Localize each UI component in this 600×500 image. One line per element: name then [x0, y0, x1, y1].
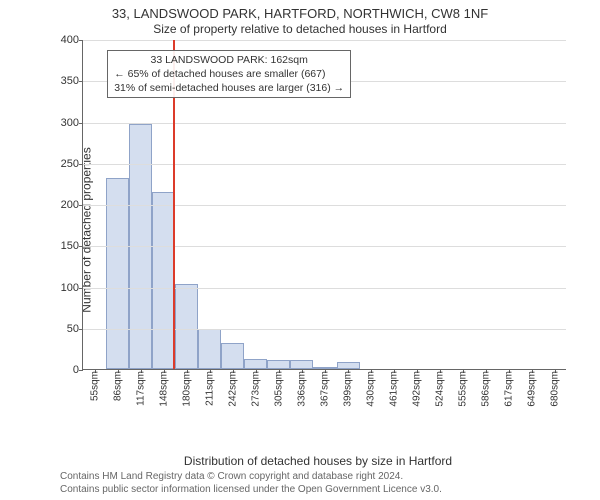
annotation-line: 31% of semi-detached houses are larger (…	[114, 81, 344, 95]
annotation-box: 33 LANDSWOOD PARK: 162sqm← 65% of detach…	[107, 50, 351, 99]
x-tick: 211sqm	[204, 369, 215, 406]
x-tick: 55sqm	[89, 369, 100, 401]
x-tick: 117sqm	[135, 369, 146, 406]
x-tick: 399sqm	[343, 369, 354, 407]
x-tick: 242sqm	[227, 369, 238, 407]
x-tick: 555sqm	[458, 369, 469, 407]
y-tick: 300	[61, 117, 83, 129]
y-tick: 100	[61, 282, 83, 294]
x-tick: 367sqm	[320, 369, 331, 407]
bar	[221, 343, 244, 369]
bar	[198, 329, 221, 369]
x-tick: 680sqm	[550, 369, 561, 407]
x-tick: 86sqm	[112, 369, 123, 401]
bar	[106, 178, 129, 369]
attribution-footer: Contains HM Land Registry data © Crown c…	[0, 471, 600, 496]
x-tick: 180sqm	[181, 369, 192, 407]
x-tick: 305sqm	[273, 369, 284, 407]
annotation-line: 33 LANDSWOOD PARK: 162sqm	[114, 53, 344, 67]
footer-line-2: Contains public sector information licen…	[60, 484, 600, 497]
bar	[337, 362, 360, 369]
x-tick: 617sqm	[504, 369, 515, 407]
bar	[152, 192, 175, 369]
y-tick: 150	[61, 240, 83, 252]
x-tick: 430sqm	[366, 369, 377, 407]
x-tick: 492sqm	[412, 369, 423, 407]
y-tick: 200	[61, 199, 83, 211]
x-tick: 586sqm	[481, 369, 492, 407]
page-subtitle: Size of property relative to detached ho…	[0, 22, 600, 36]
x-tick: 524sqm	[435, 369, 446, 407]
bar	[244, 359, 267, 369]
bar	[290, 360, 313, 369]
y-tick: 0	[73, 364, 83, 376]
page-title: 33, LANDSWOOD PARK, HARTFORD, NORTHWICH,…	[0, 6, 600, 21]
x-tick: 273sqm	[250, 369, 261, 407]
x-axis-label: Distribution of detached houses by size …	[58, 454, 578, 468]
bar	[267, 360, 290, 369]
annotation-line: ← 65% of detached houses are smaller (66…	[114, 67, 344, 81]
chart-header: 33, LANDSWOOD PARK, HARTFORD, NORTHWICH,…	[0, 0, 600, 36]
x-tick: 336sqm	[296, 369, 307, 407]
x-tick: 461sqm	[389, 369, 400, 407]
histogram-chart: Number of detached properties 0501001502…	[58, 40, 578, 420]
y-tick: 250	[61, 158, 83, 170]
footer-line-1: Contains HM Land Registry data © Crown c…	[60, 471, 600, 484]
x-tick: 148sqm	[158, 369, 169, 407]
y-tick: 50	[67, 323, 83, 335]
y-tick: 400	[61, 34, 83, 46]
x-tick: 649sqm	[527, 369, 538, 407]
y-tick: 350	[61, 75, 83, 87]
bar	[175, 284, 198, 369]
plot-area: 05010015020025030035040055sqm86sqm117sqm…	[82, 40, 566, 370]
